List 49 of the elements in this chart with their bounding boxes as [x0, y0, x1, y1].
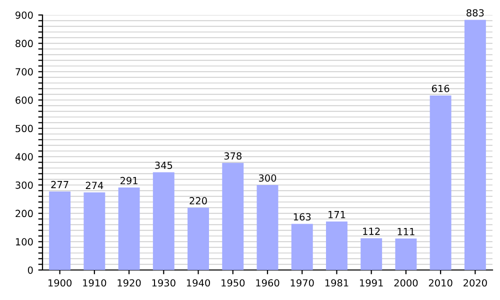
- x-tick-label: 1910: [83, 279, 106, 287]
- data-label: 378: [224, 152, 242, 160]
- y-tick-label: 100: [16, 238, 33, 246]
- y-tick-label: 900: [16, 11, 33, 19]
- bar: [152, 172, 174, 270]
- y-tick-label: 700: [16, 68, 33, 76]
- data-label: 616: [432, 84, 450, 92]
- data-label: 274: [86, 182, 104, 189]
- x-tick-label: 1930: [152, 279, 176, 287]
- data-label: 300: [258, 174, 276, 182]
- data-label: 883: [466, 9, 484, 17]
- y-tick-label: 300: [16, 181, 33, 189]
- data-label: 163: [294, 213, 311, 221]
- y-tick-label: 500: [16, 124, 33, 132]
- y-tick-label: 600: [16, 96, 33, 104]
- bar: [84, 192, 106, 270]
- data-label: 112: [363, 228, 380, 235]
- bar: [360, 238, 382, 270]
- data-label: 345: [155, 162, 172, 169]
- bar: [118, 188, 140, 270]
- bar: [464, 20, 486, 270]
- x-tick-label: 2020: [464, 279, 487, 287]
- x-tick-label: 1900: [48, 279, 72, 287]
- bar: [395, 238, 417, 270]
- data-label: 277: [51, 180, 68, 188]
- x-tick-label: 1991: [360, 279, 383, 287]
- data-label: 171: [328, 211, 346, 218]
- x-tick-label: 1960: [256, 279, 280, 287]
- x-tick-label: 1981: [325, 279, 348, 287]
- bar: [430, 95, 452, 270]
- bar: [256, 185, 278, 270]
- y-tick-label: 800: [16, 40, 33, 48]
- x-tick-label: 2010: [428, 279, 452, 287]
- bar: [222, 162, 244, 270]
- y-tick-label: 0: [28, 266, 33, 274]
- data-label: 220: [190, 197, 207, 204]
- y-tick-label: 200: [16, 210, 33, 218]
- bar: [291, 224, 313, 270]
- bar: [49, 192, 71, 270]
- x-tick-label: 1920: [118, 279, 141, 287]
- x-tick-label: 1970: [290, 279, 314, 287]
- x-tick-label: 1940: [186, 279, 210, 287]
- y-tick-label: 400: [15, 153, 33, 160]
- x-tick-label: 1950: [222, 279, 245, 287]
- data-label: 111: [398, 228, 414, 236]
- x-tick-label: 2000: [394, 279, 418, 287]
- bar: [188, 208, 209, 270]
- bar: [326, 222, 348, 270]
- data-label: 291: [120, 176, 138, 184]
